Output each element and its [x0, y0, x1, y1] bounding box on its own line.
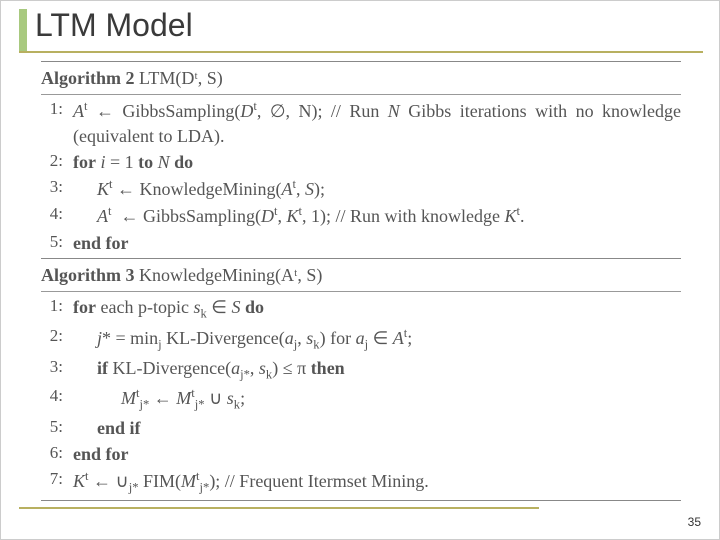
rule [41, 258, 681, 259]
line-body: Mtj* ← Mtj* ∪ sk; [73, 385, 681, 414]
algo1-sig: LTM(Dᵗ, S) [135, 68, 223, 88]
line-body: end for [73, 442, 681, 466]
line-number: 5: [41, 231, 73, 254]
rule [41, 61, 681, 62]
algo1-header: Algorithm 2 LTM(Dᵗ, S) [41, 64, 681, 92]
line-body: end if [73, 416, 681, 440]
title-underline [19, 51, 703, 53]
page-number: 35 [688, 515, 701, 529]
rule [41, 500, 681, 501]
line-number: 3: [41, 356, 73, 379]
line-number: 4: [41, 203, 73, 226]
line-number: 2: [41, 325, 73, 348]
line-number: 5: [41, 416, 73, 439]
algo2-body: 1:for each p-topic sk ∈ S do2:j* = minj … [41, 294, 681, 498]
algo2-name: Algorithm 3 [41, 265, 135, 285]
slide-title: LTM Model [35, 7, 193, 44]
rule [41, 291, 681, 292]
line-body: Kt ← ∪j* FIM(Mtj*); // Frequent Itermset… [73, 468, 681, 497]
line-body: for each p-topic sk ∈ S do [73, 295, 681, 323]
algo1-body: 1:At ← GibbsSampling(Dt, ∅, N); // Run N… [41, 97, 681, 256]
line-body: At ← GibbsSampling(Dt, ∅, N); // Run N G… [73, 98, 681, 148]
line-number: 2: [41, 150, 73, 173]
algo-line: 2:for i = 1 to N do [41, 149, 681, 175]
algo-line: 5:end for [41, 230, 681, 256]
rule [41, 94, 681, 95]
line-number: 4: [41, 385, 73, 408]
algo1-name: Algorithm 2 [41, 68, 135, 88]
line-number: 1: [41, 295, 73, 318]
algo-line: 7:Kt ← ∪j* FIM(Mtj*); // Frequent Iterms… [41, 467, 681, 498]
algo-line: 3:Kt ← KnowledgeMining(At, S); [41, 175, 681, 202]
line-body: end for [73, 231, 681, 255]
algo-line: 6:end for [41, 441, 681, 467]
algorithm-container: Algorithm 2 LTM(Dᵗ, S) 1:At ← GibbsSampl… [41, 59, 681, 503]
line-number: 3: [41, 176, 73, 199]
algo-line: 4:At ← GibbsSampling(Dt, Kt, 1); // Run … [41, 202, 681, 229]
accent-bar [19, 9, 27, 51]
line-body: Kt ← KnowledgeMining(At, S); [73, 176, 681, 201]
algo-line: 3:if KL-Divergence(aj*, sk) ≤ π then [41, 355, 681, 385]
line-body: At ← GibbsSampling(Dt, Kt, 1); // Run wi… [73, 203, 681, 228]
algo-line: 1:for each p-topic sk ∈ S do [41, 294, 681, 324]
line-number: 6: [41, 442, 73, 465]
algo-line: 1:At ← GibbsSampling(Dt, ∅, N); // Run N… [41, 97, 681, 149]
line-body: for i = 1 to N do [73, 150, 681, 174]
algo2-sig: KnowledgeMining(Aᵗ, S) [135, 265, 323, 285]
footer-line [19, 507, 539, 509]
line-body: if KL-Divergence(aj*, sk) ≤ π then [73, 356, 681, 384]
line-number: 7: [41, 468, 73, 491]
line-number: 1: [41, 98, 73, 121]
algo-line: 5:end if [41, 415, 681, 441]
line-body: j* = minj KL-Divergence(aj, sk) for aj ∈… [73, 325, 681, 354]
algo-line: 4:Mtj* ← Mtj* ∪ sk; [41, 384, 681, 415]
algo2-header: Algorithm 3 KnowledgeMining(Aᵗ, S) [41, 261, 681, 289]
algo-line: 2:j* = minj KL-Divergence(aj, sk) for aj… [41, 324, 681, 355]
